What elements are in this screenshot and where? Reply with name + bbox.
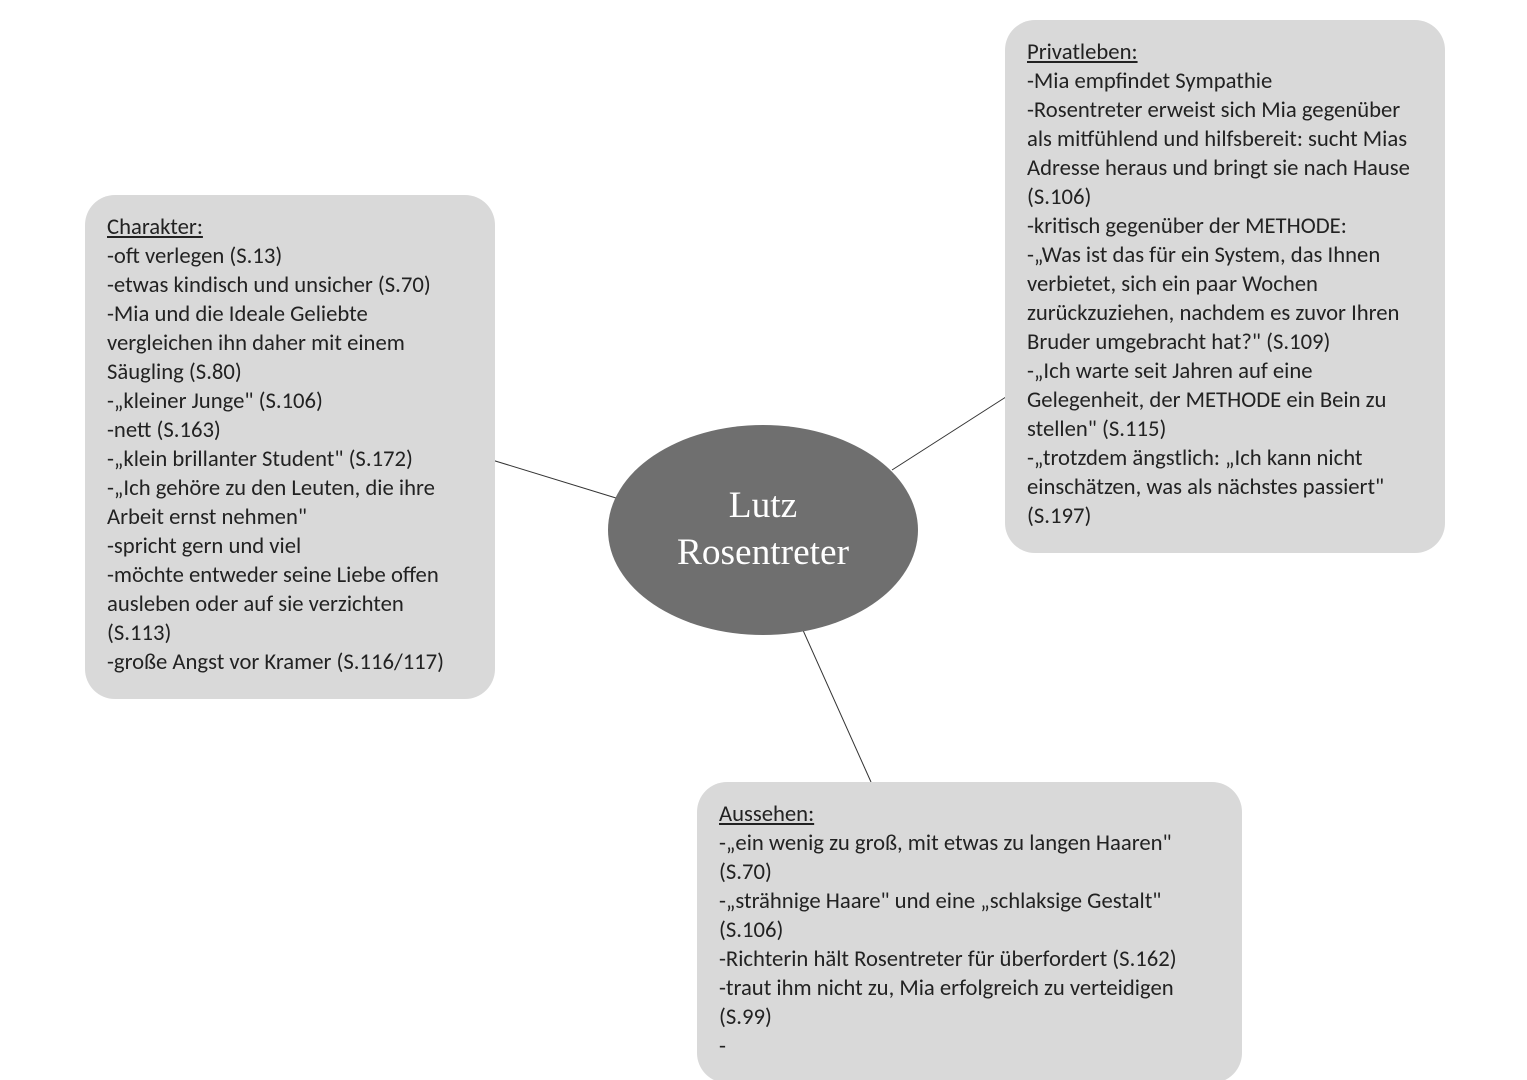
- box-line: -„strähnige Haare" und eine „schlaksige …: [719, 887, 1220, 945]
- center-line1: Lutz: [729, 485, 797, 526]
- box-privatleben-heading: Privatleben:: [1027, 38, 1423, 67]
- box-line: -große Angst vor Kramer (S.116/117): [107, 648, 473, 677]
- box-line: -„Was ist das für ein System, das Ihnen …: [1027, 241, 1423, 357]
- box-aussehen-heading: Aussehen:: [719, 800, 1220, 829]
- center-node: Lutz Rosentreter: [608, 425, 918, 635]
- box-line: -„ein wenig zu groß, mit etwas zu langen…: [719, 829, 1220, 887]
- box-line: -Richterin hält Rosentreter für überford…: [719, 945, 1220, 974]
- box-line: -„trotzdem ängstlich: „Ich kann nicht ei…: [1027, 444, 1423, 531]
- box-line: -oft verlegen (S.13): [107, 242, 473, 271]
- box-line: -„kleiner Junge" (S.106): [107, 387, 473, 416]
- box-line: -möchte entweder seine Liebe offen ausle…: [107, 561, 473, 648]
- box-line: -traut ihm nicht zu, Mia erfolgreich zu …: [719, 974, 1220, 1032]
- box-line: -Mia empfindet Sympathie: [1027, 67, 1423, 96]
- box-line: -„klein brillanter Student" (S.172): [107, 445, 473, 474]
- box-privatleben: Privatleben: -Mia empfindet Sympathie-Ro…: [1005, 20, 1445, 553]
- box-line: -: [719, 1032, 1220, 1061]
- box-charakter-heading: Charakter:: [107, 213, 473, 242]
- box-line: -„Ich gehöre zu den Leuten, die ihre Arb…: [107, 474, 473, 532]
- box-line: -kritisch gegenüber der METHODE:: [1027, 212, 1423, 241]
- box-line: -Mia und die Ideale Geliebte vergleichen…: [107, 300, 473, 387]
- box-charakter: Charakter: -oft verlegen (S.13)-etwas ki…: [85, 195, 495, 699]
- box-line: -spricht gern und viel: [107, 532, 473, 561]
- box-line: -Rosentreter erweist sich Mia gegenüber …: [1027, 96, 1423, 212]
- box-line: -nett (S.163): [107, 416, 473, 445]
- box-line: -etwas kindisch und unsicher (S.70): [107, 271, 473, 300]
- box-aussehen-body: -„ein wenig zu groß, mit etwas zu langen…: [719, 829, 1220, 1061]
- center-label: Lutz Rosentreter: [677, 483, 849, 576]
- center-line2: Rosentreter: [677, 532, 849, 573]
- box-privatleben-body: -Mia empfindet Sympathie-Rosentreter erw…: [1027, 67, 1423, 531]
- box-line: -„Ich warte seit Jahren auf eine Gelegen…: [1027, 357, 1423, 444]
- box-aussehen: Aussehen: -„ein wenig zu groß, mit etwas…: [697, 782, 1242, 1080]
- box-charakter-body: -oft verlegen (S.13)-etwas kindisch und …: [107, 242, 473, 677]
- mindmap-canvas: Lutz Rosentreter Charakter: -oft verlege…: [0, 0, 1527, 1080]
